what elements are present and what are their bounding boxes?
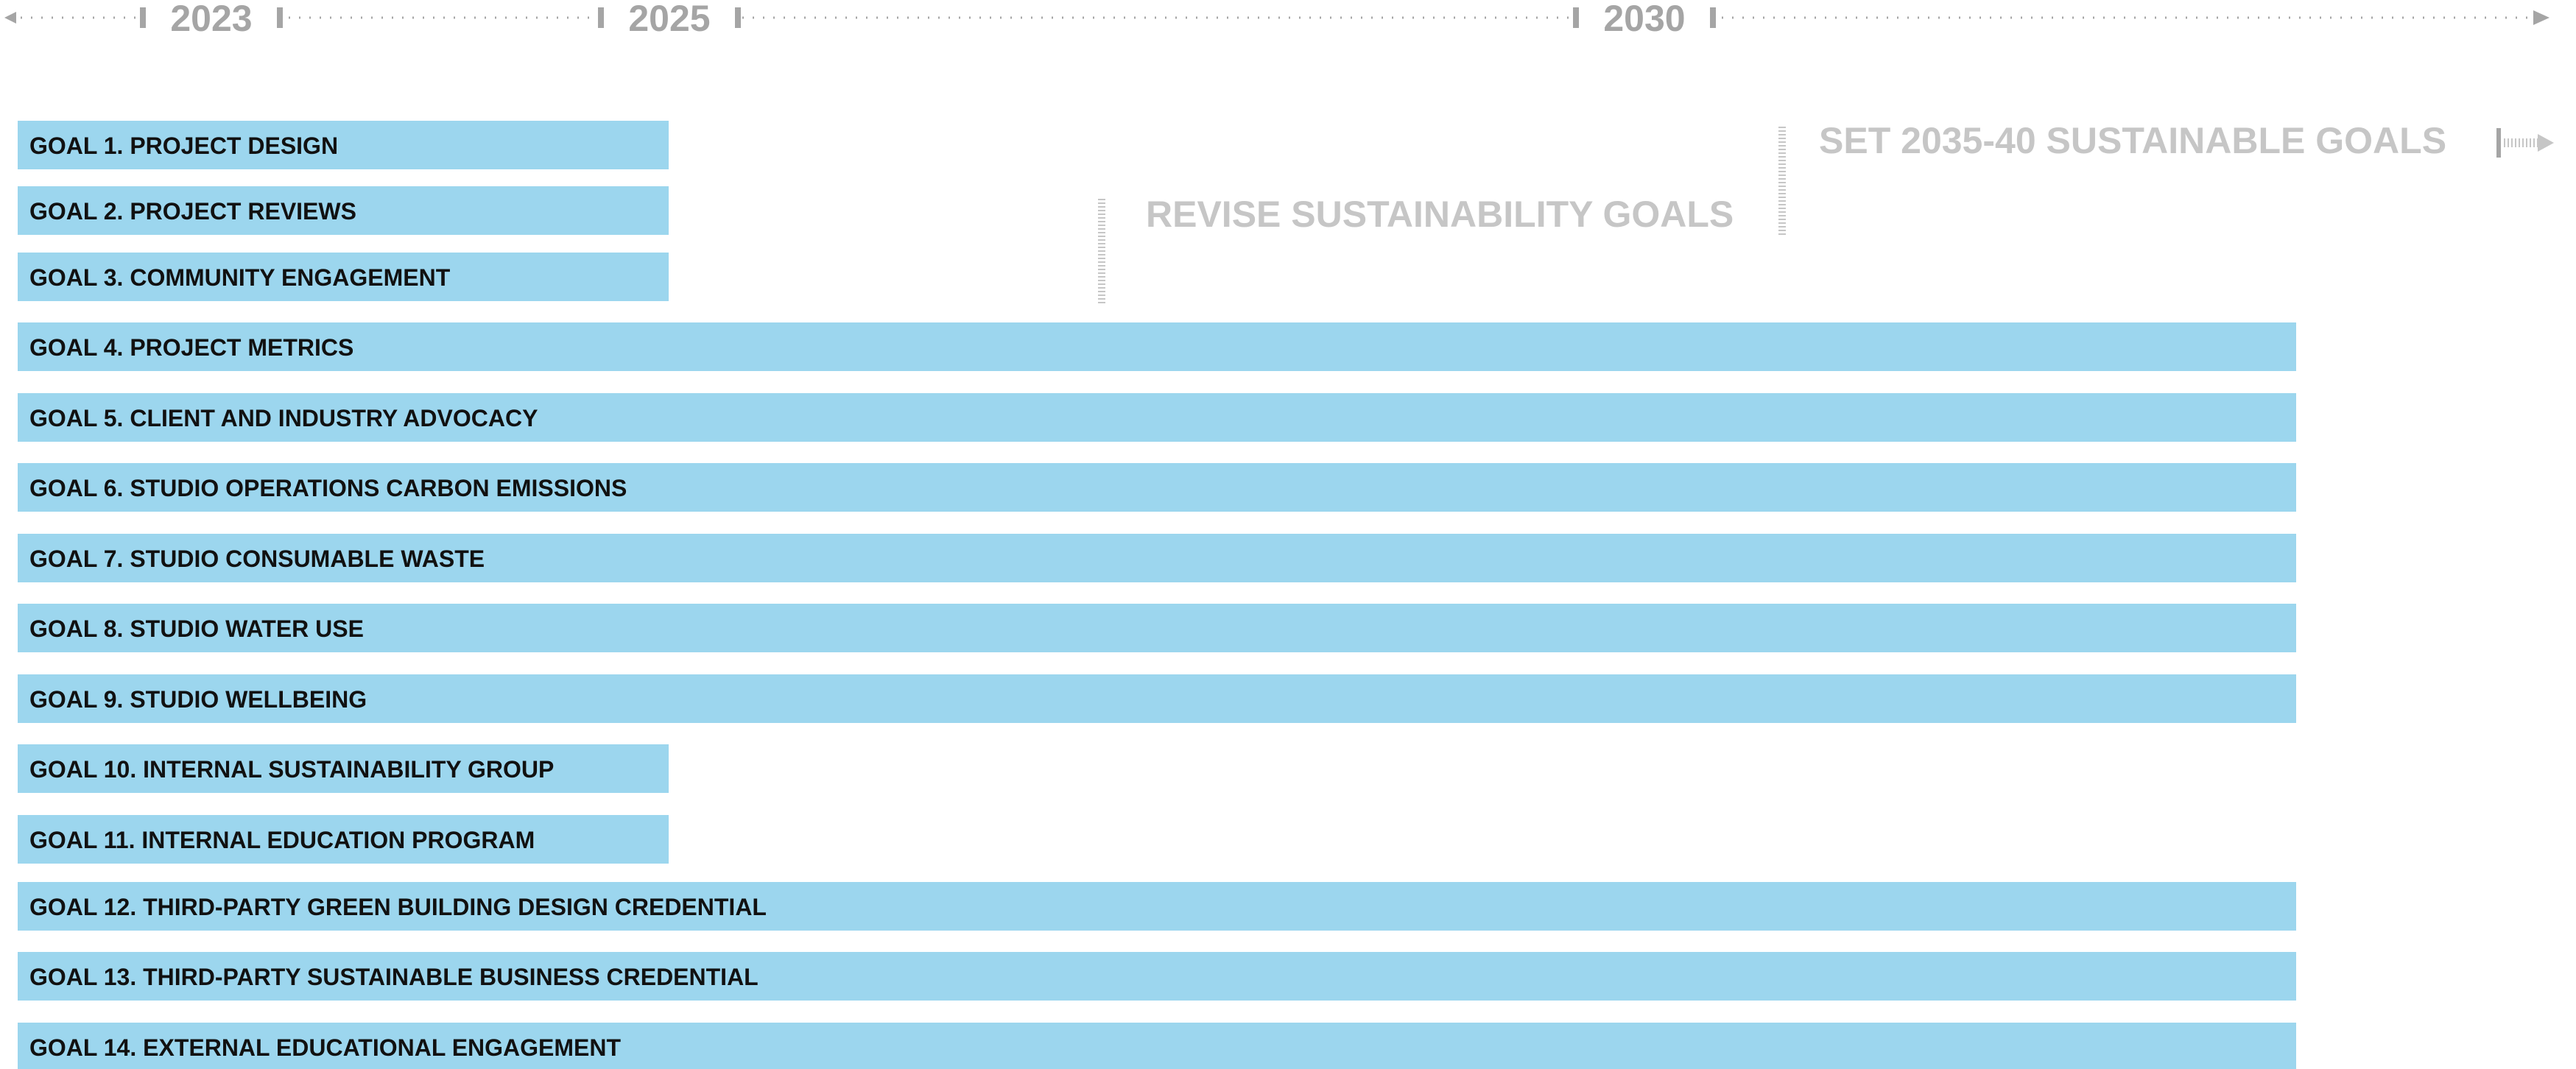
goal-bar-5 (18, 393, 2296, 442)
axis-tick-label-2030: 2030 (1603, 0, 1685, 39)
goal-label-9: GOAL 9. STUDIO WELLBEING (29, 686, 367, 713)
goal-label-5: GOAL 5. CLIENT AND INDUSTRY ADVOCACY (29, 405, 538, 431)
goal-label-12: GOAL 12. THIRD-PARTY GREEN BUILDING DESI… (29, 894, 767, 920)
goal-bar-8 (18, 604, 2296, 652)
goal-bar-1 (18, 121, 669, 169)
goal-bar-12 (18, 882, 2296, 931)
goal-bar-3 (18, 253, 669, 301)
axis-tick-mark (735, 7, 741, 28)
goal-bar-14 (18, 1023, 2296, 1069)
axis-tick-mark (1573, 7, 1579, 28)
timeline-axis: 2023 2025 2030 (4, 0, 2549, 41)
axis-label-gap (604, 0, 735, 41)
axis-tick-mark (140, 7, 146, 28)
set-goals-arrow-head (2538, 134, 2554, 152)
axis-tick-mark (598, 7, 604, 28)
goal-label-14: GOAL 14. EXTERNAL EDUCATIONAL ENGAGEMENT (29, 1034, 622, 1061)
axis-tick-label-2023: 2023 (170, 0, 252, 39)
milestones: REVISE SUSTAINABILITY GOALS SET 2035-40 S… (1098, 120, 2554, 306)
axis-label-gap (1579, 0, 1710, 41)
axis-tick-mark (277, 7, 283, 28)
axis-left-arrow (4, 12, 16, 24)
set-goals-arrow-bracket (2496, 128, 2501, 158)
goal-label-10: GOAL 10. INTERNAL SUSTAINABILITY GROUP (29, 756, 554, 783)
axis-right-arrow (2533, 10, 2549, 25)
axis-tick-mark (1710, 7, 1716, 28)
goal-label-2: GOAL 2. PROJECT REVIEWS (29, 198, 356, 225)
goal-bar-10 (18, 744, 669, 793)
goal-label-7: GOAL 7. STUDIO CONSUMABLE WASTE (29, 546, 485, 572)
goal-label-8: GOAL 8. STUDIO WATER USE (29, 615, 364, 642)
goal-label-6: GOAL 6. STUDIO OPERATIONS CARBON EMISSIO… (29, 475, 627, 501)
goal-bar-13 (18, 952, 2296, 1001)
goal-bars: GOAL 1. PROJECT DESIGN GOAL 2. PROJECT RE… (18, 121, 2296, 1069)
milestone-label-revise: REVISE SUSTAINABILITY GOALS (1146, 194, 1734, 235)
goal-label-3: GOAL 3. COMMUNITY ENGAGEMENT (29, 264, 451, 291)
goal-label-1: GOAL 1. PROJECT DESIGN (29, 133, 338, 159)
goal-bar-6 (18, 463, 2296, 512)
milestone-label-set-goals: SET 2035-40 SUSTAINABLE GOALS (1819, 120, 2446, 161)
goal-bar-11 (18, 815, 669, 864)
axis-tick-label-2025: 2025 (628, 0, 710, 39)
goal-bar-9 (18, 674, 2296, 723)
axis-label-gap (146, 0, 277, 41)
goal-label-4: GOAL 4. PROJECT METRICS (29, 334, 353, 361)
goal-bar-7 (18, 534, 2296, 582)
goal-bar-2 (18, 186, 669, 235)
goal-label-11: GOAL 11. INTERNAL EDUCATION PROGRAM (29, 827, 535, 853)
goal-label-13: GOAL 13. THIRD-PARTY SUSTAINABLE BUSINES… (29, 964, 759, 990)
goal-bar-4 (18, 322, 2296, 371)
